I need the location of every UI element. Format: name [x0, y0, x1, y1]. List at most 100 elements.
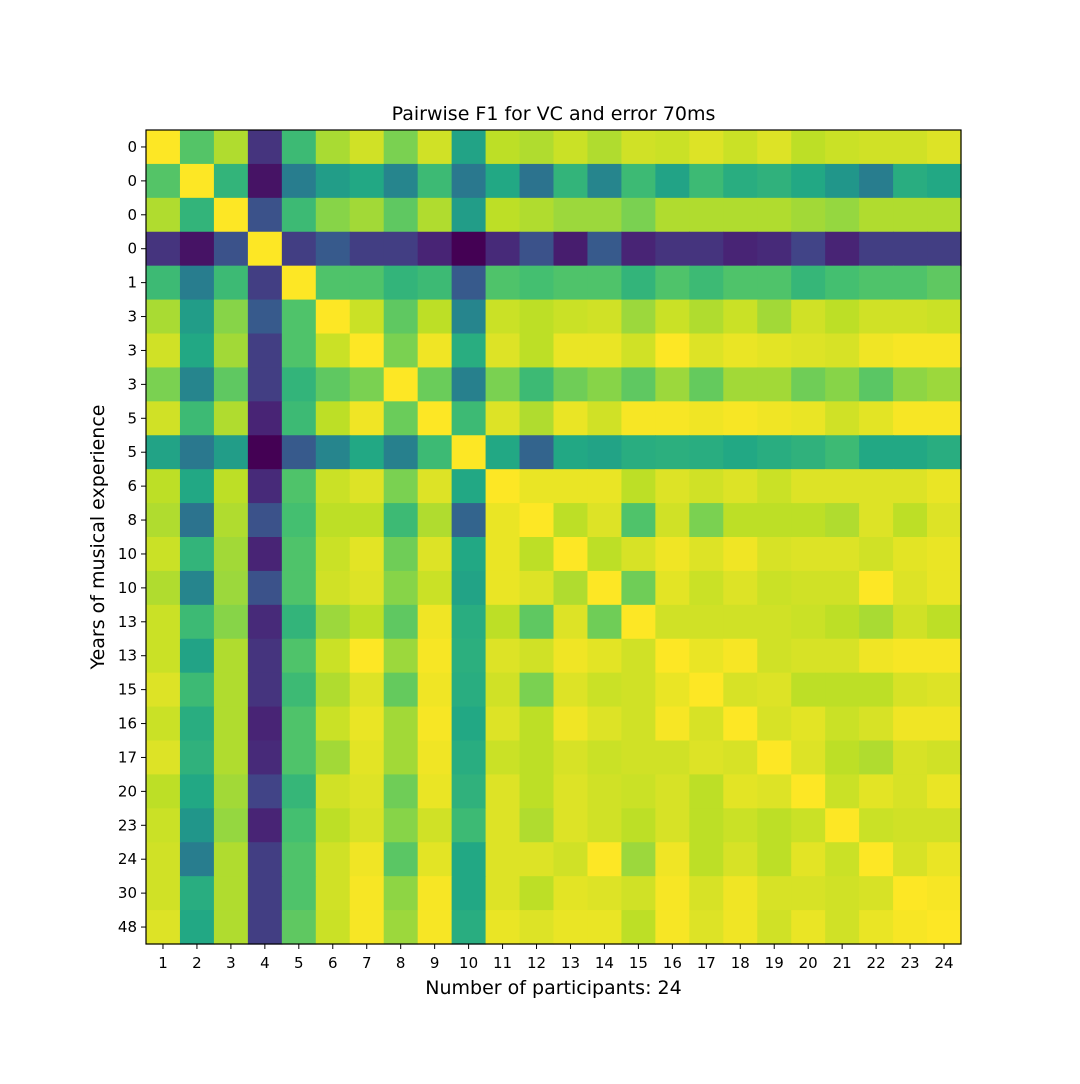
heatmap-cell — [213, 231, 249, 267]
heatmap-cell — [825, 808, 860, 843]
heatmap-cell — [315, 537, 351, 572]
heatmap-cell — [179, 299, 215, 335]
y-tick-label: 48 — [118, 918, 137, 936]
heatmap-cell — [621, 197, 656, 233]
heatmap-cell — [213, 842, 249, 877]
heatmap-cell — [655, 265, 690, 301]
heatmap-cell — [553, 299, 589, 335]
heatmap-cell — [179, 163, 215, 199]
heatmap-cell — [349, 740, 385, 776]
heatmap-cell — [349, 672, 385, 708]
heatmap-cell — [723, 435, 758, 470]
heatmap-cell — [315, 604, 351, 640]
heatmap-cell — [213, 435, 249, 470]
heatmap-cell — [247, 604, 283, 640]
heatmap-cell — [485, 774, 521, 809]
heatmap-cell — [179, 231, 215, 267]
heatmap-cell — [587, 435, 623, 470]
heatmap-cell — [859, 672, 894, 708]
heatmap-cell — [179, 910, 215, 945]
heatmap-cell — [553, 435, 589, 470]
heatmap-cell — [825, 570, 860, 606]
heatmap-cell — [655, 469, 690, 504]
heatmap-cell — [247, 299, 283, 335]
heatmap-cell — [927, 130, 962, 165]
heatmap-cell — [485, 672, 521, 708]
heatmap-cell — [621, 876, 656, 911]
heatmap-cell — [621, 672, 656, 708]
heatmap-cell — [587, 740, 623, 776]
heatmap-cell — [179, 638, 215, 674]
heatmap-cell — [757, 401, 792, 436]
heatmap-cell — [757, 299, 792, 335]
heatmap-cell — [451, 842, 487, 877]
heatmap-cell — [927, 299, 962, 335]
heatmap-cell — [621, 638, 656, 674]
heatmap-cell — [553, 197, 589, 233]
heatmap-cell — [757, 163, 792, 199]
heatmap-cell — [859, 740, 894, 776]
heatmap-cell — [146, 469, 181, 504]
heatmap-cell — [621, 774, 656, 809]
heatmap-cell — [417, 197, 453, 233]
heatmap-cell — [179, 706, 215, 742]
heatmap-cell — [519, 706, 555, 742]
heatmap-cell — [247, 876, 283, 911]
heatmap-cell — [859, 808, 894, 843]
heatmap-cell — [213, 333, 249, 369]
heatmap-cell — [485, 265, 521, 301]
x-tick-label: 5 — [294, 954, 304, 972]
heatmap-cell — [213, 469, 249, 504]
heatmap-cell — [519, 774, 555, 809]
heatmap-cell — [723, 808, 758, 843]
heatmap-cell — [383, 299, 419, 335]
heatmap-cell — [383, 706, 419, 742]
heatmap-cell — [893, 469, 928, 504]
heatmap-cell — [451, 570, 487, 606]
heatmap-cell — [757, 197, 792, 233]
heatmap-cell — [621, 299, 656, 335]
heatmap-cell — [247, 265, 283, 301]
heatmap-cell — [587, 842, 623, 877]
heatmap-cell — [213, 876, 249, 911]
heatmap-cell — [179, 537, 215, 572]
heatmap-cell — [621, 604, 656, 640]
heatmap-cell — [485, 197, 521, 233]
heatmap-cell — [315, 570, 351, 606]
heatmap-cell — [621, 706, 656, 742]
heatmap-cell — [893, 842, 928, 877]
heatmap-cell — [451, 197, 487, 233]
heatmap-cell — [485, 367, 521, 402]
heatmap-cell — [179, 367, 215, 402]
heatmap-cell — [281, 265, 317, 301]
heatmap-cell — [689, 163, 724, 199]
heatmap-cell — [723, 503, 758, 538]
heatmap-cell — [553, 265, 589, 301]
heatmap-cell — [757, 570, 792, 606]
heatmap-cell — [587, 299, 623, 335]
heatmap-cell — [383, 503, 419, 538]
heatmap-cell — [587, 469, 623, 504]
heatmap-cell — [587, 197, 623, 233]
y-tick-label: 13 — [118, 647, 137, 665]
heatmap-cell — [349, 842, 385, 877]
heatmap-cell — [281, 469, 317, 504]
heatmap-cell — [553, 537, 589, 572]
heatmap-cell — [859, 163, 894, 199]
heatmap-cell — [383, 672, 419, 708]
heatmap-cell — [655, 604, 690, 640]
heatmap-cell — [383, 197, 419, 233]
heatmap-cell — [417, 265, 453, 301]
heatmap-cell — [621, 503, 656, 538]
heatmap-cell — [791, 740, 826, 776]
x-tick-label: 21 — [833, 954, 852, 972]
heatmap-cell — [146, 367, 181, 402]
heatmap-cell — [247, 672, 283, 708]
heatmap-cell — [893, 672, 928, 708]
heatmap-cell — [927, 537, 962, 572]
heatmap-cell — [655, 774, 690, 809]
heatmap-cell — [757, 706, 792, 742]
heatmap-cell — [179, 570, 215, 606]
heatmap-cell — [349, 537, 385, 572]
